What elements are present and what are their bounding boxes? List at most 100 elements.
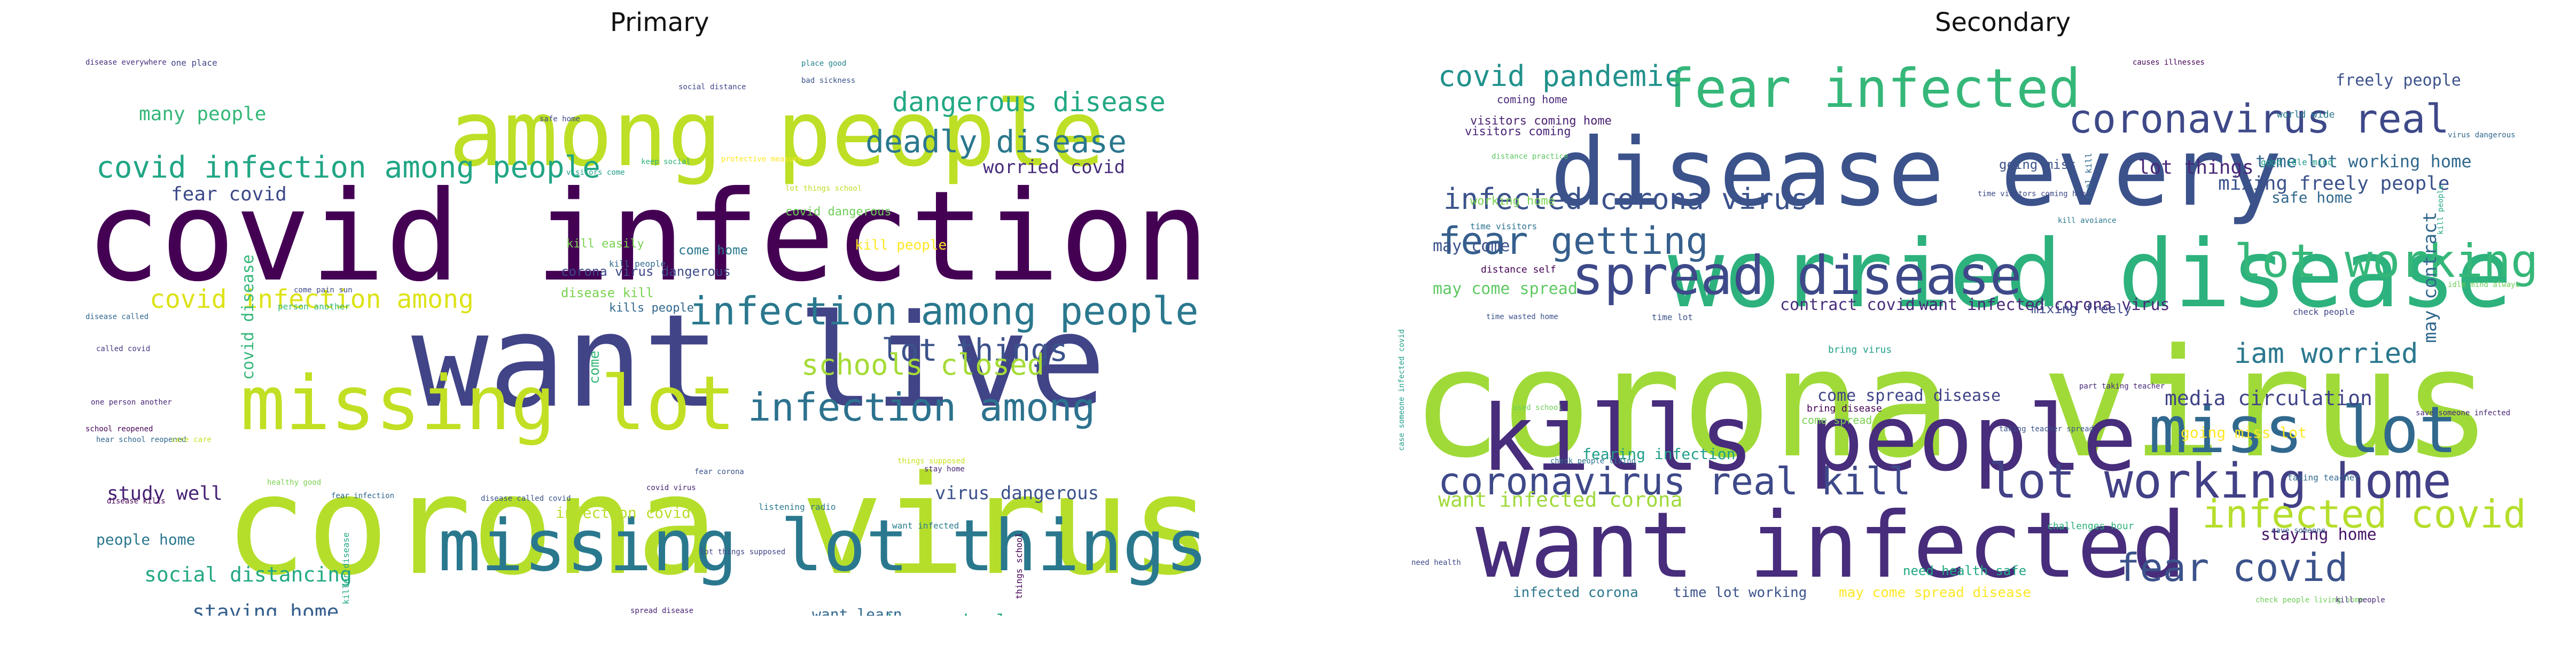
secondary-word: world wide [2277,109,2335,120]
secondary-word: fearing infection [1582,445,1736,463]
primary-word: lot things [881,332,1068,368]
primary-word: corona virus dangerous [561,264,731,279]
primary-word: care care [171,436,212,444]
primary-word: covid virus [646,484,696,492]
secondary-word: infected corona virus [1443,182,1808,216]
secondary-word: may come spread [1433,280,1578,298]
primary-word: hear school reopened [96,436,186,444]
primary-word: called covid [96,345,151,353]
secondary-word: coronavirus real [2068,96,2449,142]
secondary-word: kill avoiance [2058,216,2117,225]
primary-word: one place [171,58,217,68]
secondary-word: case someone infected covid [1398,329,1406,451]
primary-word: missing lot things [438,505,1208,587]
primary-word: disease kills [107,497,166,506]
secondary-word: bring virus [1828,344,1892,355]
secondary-word: going miss [1999,157,2077,172]
secondary-word: time wasted home [1486,313,1558,321]
primary-word: virus dangerous [935,483,1099,504]
secondary-word: want infected corona virus [1919,296,2170,314]
secondary-word: distance self [1481,264,1556,275]
secondary-word: time visitors [1470,221,1537,231]
secondary-word: mixing freely [2031,301,2132,316]
primary-word: things school [1014,532,1024,600]
primary-word: lot things supposed [700,548,786,556]
secondary-word: visitors coming [1465,125,1571,138]
primary-word: place good [801,59,847,68]
secondary-word: infected covid [2202,492,2526,537]
primary-word: know school [887,612,1007,616]
primary-word: healthy good [267,478,322,487]
primary-word: study well [107,483,223,505]
primary-word: come [587,351,603,384]
primary-word: schools closed [801,348,1045,382]
primary-word: person another [278,301,350,312]
secondary-word: miss lot [2149,393,2457,468]
primary-word: covid dangerous [785,205,892,219]
primary-title: Primary [610,7,709,37]
primary-word: disease everywhere [85,58,167,67]
primary-word: want live [411,286,1106,436]
secondary-word: challenges hour [2047,521,2134,532]
primary-word: come pain sun [294,286,353,294]
secondary-word: media circulation [2165,386,2372,410]
primary-word: visitors come [566,168,625,177]
secondary-word: used school [1513,404,1563,412]
secondary-word: kills people [1481,386,2137,492]
primary-word: social distance [678,83,746,91]
secondary-word: taking teacher [2288,472,2360,483]
primary-word: one person another [91,398,172,407]
primary-word: deadly disease [865,123,1127,160]
secondary-word: contract covid [1780,296,1915,314]
primary-word: want infected [892,521,959,531]
secondary-word: iam worried [2234,338,2418,370]
secondary-word: want infected corona [1438,488,1683,511]
primary-word: come home [678,243,748,258]
secondary-word: need health [1411,559,1461,567]
primary-word: dangerous disease [892,87,1166,118]
secondary-word: infected corona [1513,585,1638,601]
secondary-word: bring disease [1807,403,1882,414]
primary-word: lot things school [785,184,862,193]
primary-word: covid infection [85,164,1210,309]
primary-word: infection among [748,385,1096,430]
secondary-word: good idle mind [2261,157,2333,167]
secondary-word: covid pandemic [1438,59,1682,93]
secondary-word: virus dangerous [2448,131,2516,139]
secondary-word: check people living [1550,457,1636,466]
secondary-word: may come spread disease [1839,585,2032,601]
secondary-word: check people living home [2255,596,2364,604]
primary-word: spread disease [630,607,694,615]
primary-word: stay home [924,465,965,474]
secondary-word: spread disease [1572,244,2022,307]
primary-word: kill easily [566,237,644,251]
secondary-word: taking teacher spread [1999,425,2094,433]
primary-word: among people [449,81,1105,187]
secondary-word: time lot [1652,312,1693,322]
secondary-word: check people [2293,307,2355,317]
secondary-word: kill people [2336,596,2385,604]
secondary-word: save someone infected [2416,409,2511,417]
secondary-word: need health safe [1903,563,2027,578]
primary-word: fear corona [694,468,744,476]
secondary-word: visitors coming home [1470,114,1612,128]
primary-word: missing lot [240,360,736,447]
primary-word: protective measure [721,155,802,164]
primary-word: safe home [540,115,580,123]
primary-word: kill people [609,259,666,269]
primary-word: bad sickness [801,76,856,85]
primary-word: kill people [855,237,947,253]
secondary-word: freely people [2336,71,2461,90]
secondary-word: coming home [1497,93,1568,106]
secondary-word: lot working home [1988,453,2452,509]
primary-word: covid infection among [150,284,474,314]
secondary-word: lot working [2234,235,2539,288]
secondary-word: fear getting [1438,219,1708,263]
primary-word: disease called covid [481,494,571,503]
primary-word: people home [96,531,196,548]
secondary-title: Secondary [1935,7,2071,37]
primary-word: disease kill [561,285,654,300]
secondary-word: lot things [2138,157,2254,179]
secondary-word: worried disease [1668,220,2512,329]
secondary-word: time lot working home [2255,151,2472,172]
